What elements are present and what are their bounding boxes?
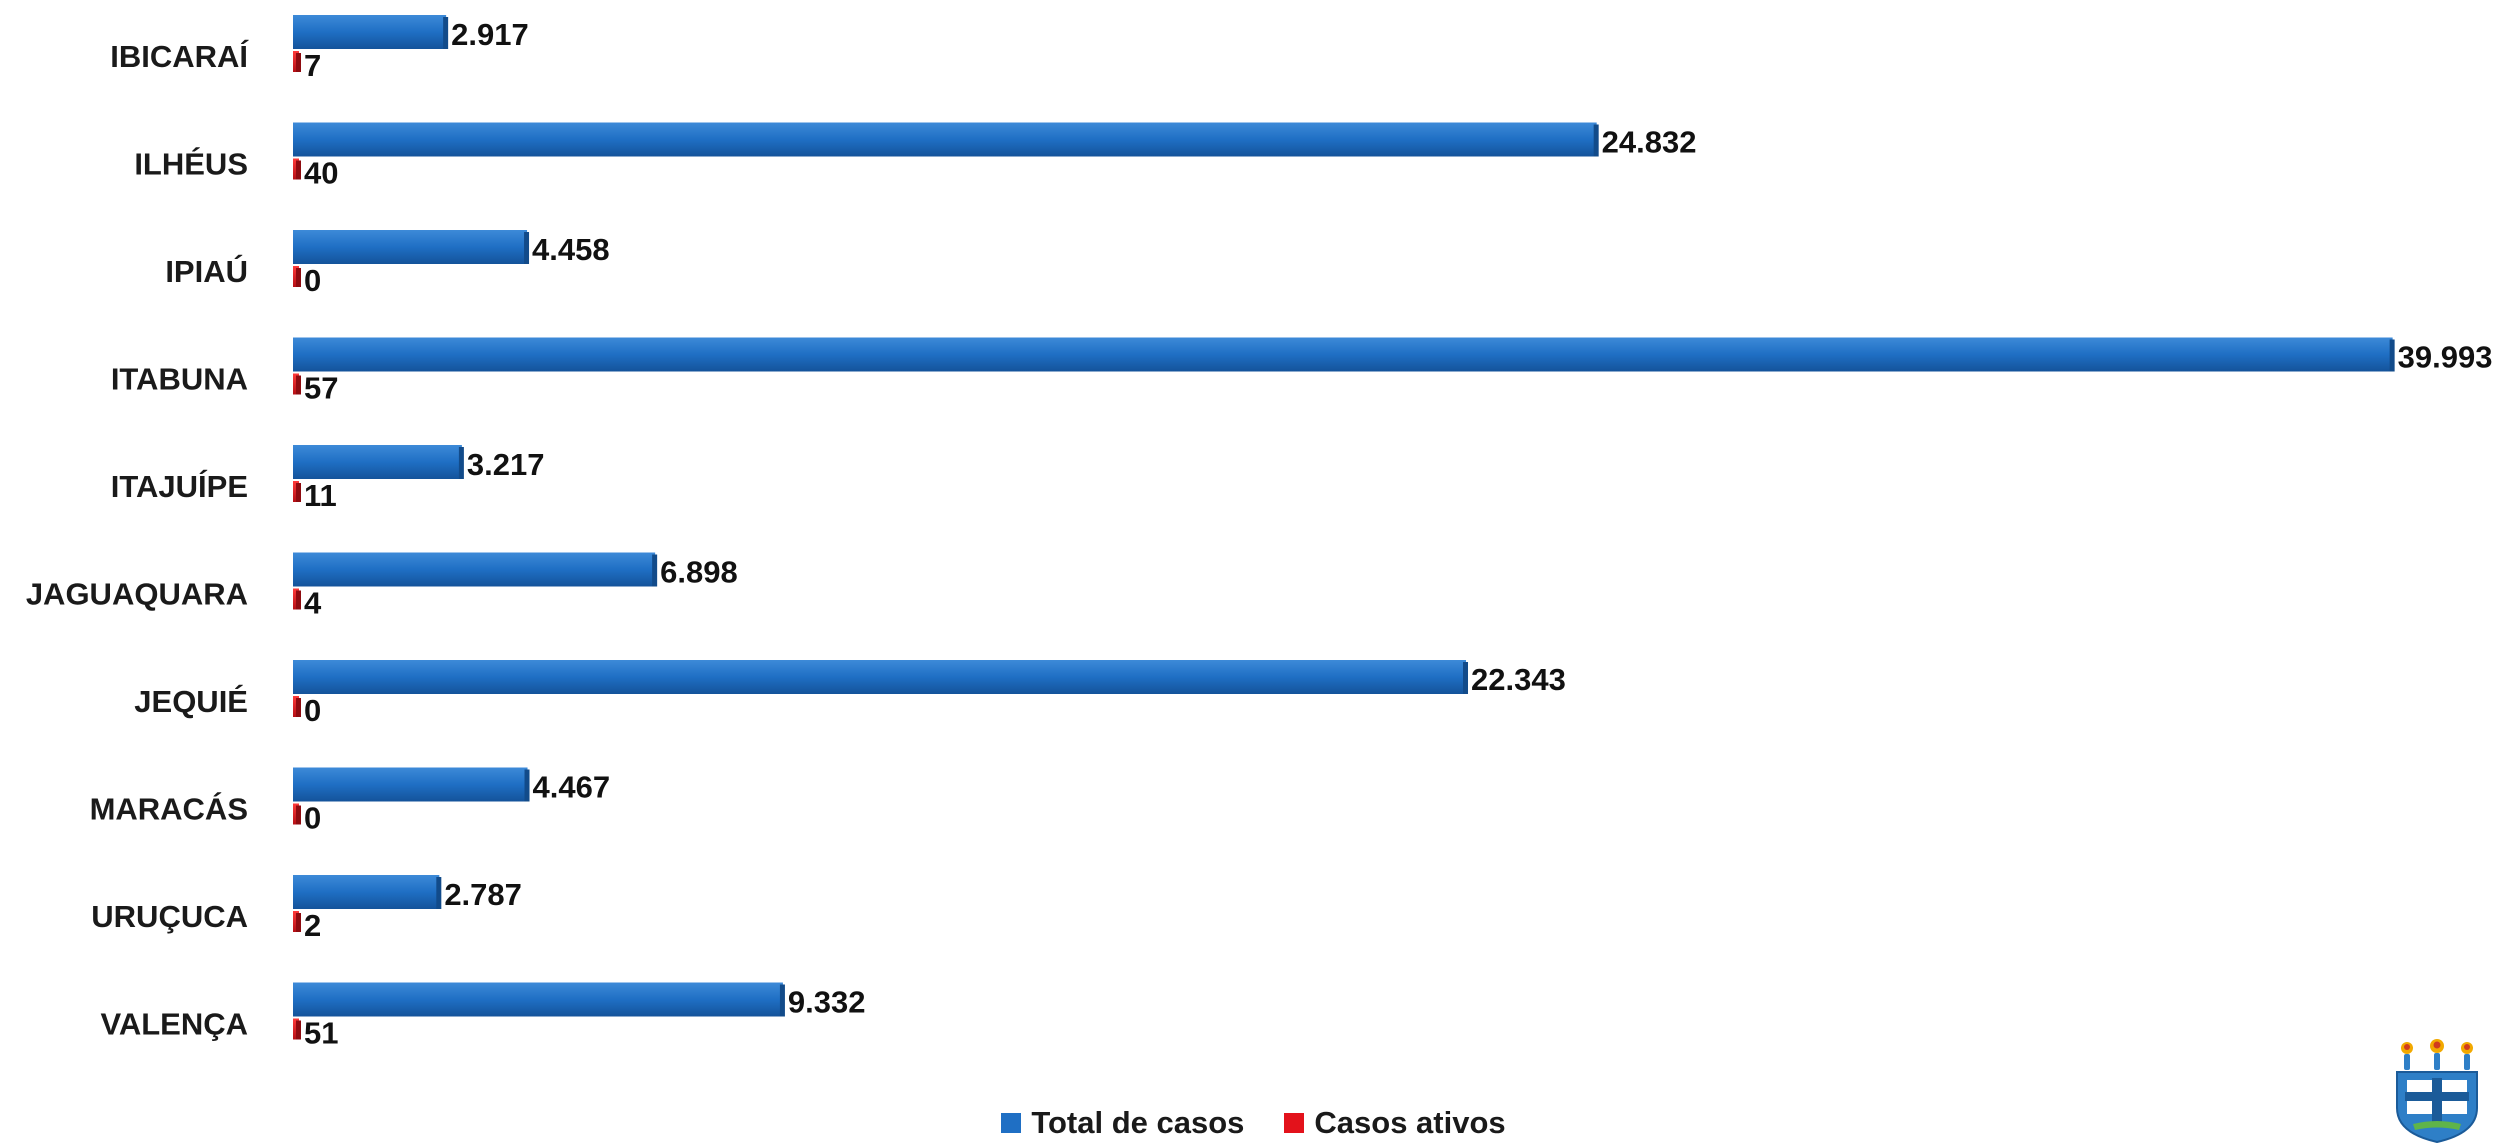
data-label-total: 39.993 bbox=[2398, 340, 2493, 375]
bar-end-shade bbox=[443, 17, 449, 49]
bar-end-shade bbox=[524, 232, 530, 264]
category-label: IPIAÚ bbox=[165, 253, 248, 289]
legend-item-total: Total de casos bbox=[1001, 1105, 1244, 1141]
data-label-ativos: 0 bbox=[304, 801, 321, 836]
bar-end-shade bbox=[296, 805, 301, 825]
bar-total-casos bbox=[293, 982, 783, 1017]
bar-end-shade bbox=[1593, 124, 1599, 157]
bar-end-shade bbox=[524, 769, 530, 802]
bar-total-casos bbox=[293, 230, 528, 264]
bar-end-shade bbox=[296, 698, 301, 717]
bar-total-casos bbox=[293, 337, 2393, 372]
legend-swatch-total bbox=[1001, 1113, 1022, 1133]
bar-total-casos bbox=[293, 445, 462, 479]
data-label-ativos: 40 bbox=[304, 156, 338, 191]
bar-end-shade bbox=[296, 268, 301, 287]
data-label-total: 4.458 bbox=[532, 232, 610, 267]
data-label-total: 2.917 bbox=[451, 17, 529, 52]
data-label-ativos: 2 bbox=[304, 908, 321, 943]
category-label: JEQUIÉ bbox=[134, 684, 248, 719]
chart-legend: Total de casos Casos ativos bbox=[0, 1105, 2507, 1141]
data-label-total: 22.343 bbox=[1471, 662, 1566, 697]
university-crest-icon bbox=[2396, 1039, 2478, 1144]
category-label: ITABUNA bbox=[111, 362, 248, 397]
bar-end-shade bbox=[296, 160, 301, 180]
bar-total-casos bbox=[293, 552, 656, 587]
data-label-total: 24.832 bbox=[1602, 125, 1697, 160]
bar-end-shade bbox=[296, 53, 301, 72]
data-label-ativos: 57 bbox=[304, 371, 338, 406]
bar-end-shade bbox=[779, 984, 785, 1017]
data-label-ativos: 0 bbox=[304, 263, 321, 298]
legend-label-total: Total de casos bbox=[1031, 1105, 1245, 1140]
bar-end-shade bbox=[296, 590, 301, 610]
legend-swatch-ativos bbox=[1284, 1113, 1305, 1133]
category-label: VALENÇA bbox=[100, 1007, 248, 1042]
bar-end-shade bbox=[296, 375, 301, 395]
bar-total-casos bbox=[293, 15, 447, 49]
category-label: IBICARAÍ bbox=[110, 39, 249, 74]
bar-total-casos bbox=[293, 660, 1467, 694]
data-label-total: 6.898 bbox=[660, 555, 738, 590]
bar-end-shade bbox=[436, 877, 442, 909]
bar-end-shade bbox=[458, 447, 464, 479]
category-label: JAGUAQUARA bbox=[26, 577, 248, 612]
legend-label-ativos: Casos ativos bbox=[1314, 1105, 1506, 1140]
bar-end-shade bbox=[296, 913, 301, 932]
bar-end-shade bbox=[1463, 662, 1469, 694]
data-label-total: 4.467 bbox=[533, 770, 611, 805]
bar-end-shade bbox=[2389, 339, 2395, 372]
category-label: ITAJUÍPE bbox=[111, 469, 248, 504]
bar-end-shade bbox=[296, 1020, 301, 1040]
data-label-total: 9.332 bbox=[788, 985, 866, 1020]
category-label: ILHÉUS bbox=[134, 147, 248, 182]
bar-end-shade bbox=[296, 483, 301, 502]
data-label-ativos: 7 bbox=[304, 48, 321, 83]
data-label-total: 3.217 bbox=[467, 447, 545, 482]
bar-end-shade bbox=[652, 554, 658, 587]
category-label: URUÇUCA bbox=[91, 899, 248, 934]
data-label-ativos: 11 bbox=[304, 478, 337, 513]
bar-chart: IBICARAÍ2.9177ILHÉUS24.83240IPIAÚ4.4580I… bbox=[26, 15, 2493, 1051]
data-label-ativos: 4 bbox=[304, 586, 322, 621]
data-label-total: 2.787 bbox=[444, 877, 522, 912]
legend-item-ativos: Casos ativos bbox=[1284, 1105, 1506, 1141]
bar-total-casos bbox=[293, 122, 1597, 157]
data-label-ativos: 0 bbox=[304, 693, 321, 728]
bar-total-casos bbox=[293, 767, 528, 802]
bar-total-casos bbox=[293, 875, 440, 909]
category-label: MARACÁS bbox=[90, 792, 248, 827]
data-label-ativos: 51 bbox=[304, 1016, 338, 1051]
